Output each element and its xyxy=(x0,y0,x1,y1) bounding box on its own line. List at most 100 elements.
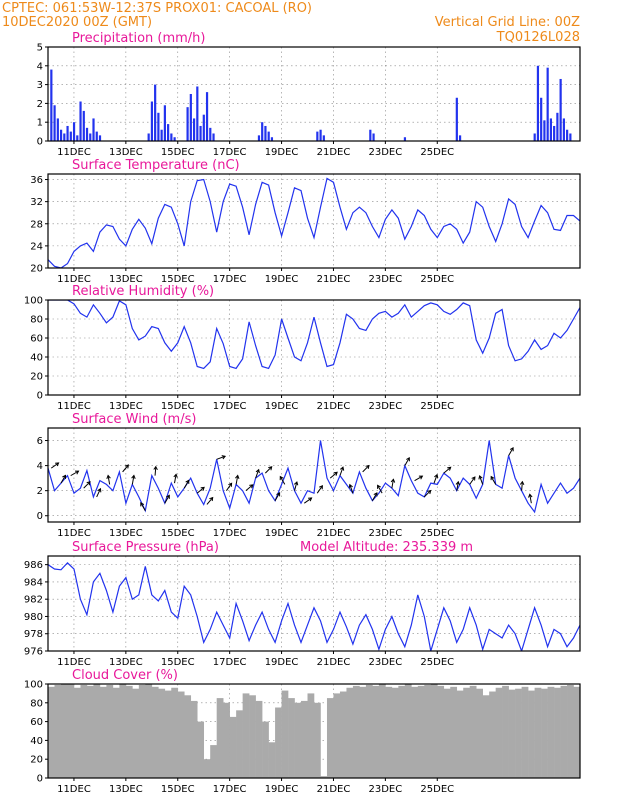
cloud-bar xyxy=(80,684,88,778)
wind-arrow-head xyxy=(519,480,525,486)
precip-bar xyxy=(566,129,569,141)
precip-bar xyxy=(322,135,325,141)
x-tick-label: 25DEC xyxy=(420,274,454,285)
cloud-bar xyxy=(411,686,419,778)
panel-frame xyxy=(47,427,581,523)
wind-arrow xyxy=(216,455,226,460)
panel-title-humidity: Relative Humidity (%) xyxy=(72,284,214,299)
x-tick-label: 19DEC xyxy=(265,528,299,539)
y-tick-label: 2 xyxy=(37,99,43,110)
wind-arrow xyxy=(521,481,523,491)
y-tick-label: 6 xyxy=(37,436,43,447)
panel-frame xyxy=(47,299,581,396)
wind-arrow xyxy=(529,494,532,504)
wind-arrow-head xyxy=(308,497,313,502)
x-tick-label: 15DEC xyxy=(161,274,195,285)
cloud-bar xyxy=(398,685,406,778)
cloud-bar xyxy=(314,702,321,778)
x-tick-label: 11DEC xyxy=(57,147,91,158)
cloud-bar xyxy=(184,695,192,778)
precip-bar xyxy=(192,118,196,141)
wind-arrow xyxy=(362,465,370,473)
x-tick-label: 19DEC xyxy=(265,147,299,158)
x-tick-label: 13DEC xyxy=(109,274,143,285)
precip-bar xyxy=(615,122,617,141)
x-tick-label: 13DEC xyxy=(109,657,143,668)
precip-bar xyxy=(605,103,607,141)
y-tick-label: 20 xyxy=(30,372,43,383)
cloud-bar xyxy=(223,702,230,778)
wind-arrow xyxy=(316,485,323,494)
wind-arrow xyxy=(83,481,91,489)
wind-arrow-head xyxy=(165,494,170,499)
precip-bar xyxy=(556,112,559,141)
wind-arrow-head xyxy=(249,484,254,489)
wind-arrow-head xyxy=(124,464,130,469)
panel-temperature: 20 24 28 32 36 11DEC 13DEC 15DEC 17DEC 19DEC 21DEC… xyxy=(30,158,581,285)
cloud-bar xyxy=(203,759,211,778)
cloud-bar xyxy=(73,687,81,778)
wind-arrow xyxy=(414,475,423,482)
cloud-bar xyxy=(125,685,133,778)
x-tick-label: 23DEC xyxy=(368,784,402,795)
wind-arrow-head xyxy=(86,481,91,486)
cloud-bar xyxy=(268,742,276,778)
wind-arrow-head xyxy=(528,493,533,498)
x-tick-label: 13DEC xyxy=(109,528,143,539)
wind-arrow xyxy=(174,474,177,484)
precip-bar xyxy=(261,122,264,141)
x-tick-label: 17DEC xyxy=(213,784,247,795)
y-tick-label: 32 xyxy=(30,197,43,208)
wind-arrow xyxy=(339,466,344,476)
x-tick-label: 17DEC xyxy=(213,657,247,668)
precip-bar xyxy=(264,125,267,141)
wind-arrow-head xyxy=(221,455,227,460)
panel-title-cloud: Cloud Cover (%) xyxy=(72,668,178,683)
cloud-bar xyxy=(372,685,380,778)
cloud-bar xyxy=(430,684,438,778)
wind-arrow xyxy=(70,470,79,477)
x-tick-label: 19DEC xyxy=(265,274,299,285)
precip-bar xyxy=(553,125,556,141)
y-tick-label: 978 xyxy=(24,629,43,640)
wind-arrow-head xyxy=(427,489,432,495)
y-tick-label: 40 xyxy=(30,353,43,364)
cloud-bar xyxy=(158,688,166,778)
precip-bar xyxy=(150,101,154,141)
x-tick-label: 23DEC xyxy=(368,528,402,539)
y-tick-label: 2 xyxy=(37,486,43,497)
precip-bar xyxy=(533,133,536,141)
wind-arrow xyxy=(469,476,476,485)
y-tick-label: 0 xyxy=(37,391,43,402)
y-tick-label: 982 xyxy=(24,595,43,606)
precip-bar xyxy=(167,124,170,141)
precip-bar xyxy=(608,71,610,141)
temperature-series-line xyxy=(48,177,580,268)
cloud-bar xyxy=(541,688,548,778)
wind-arrow xyxy=(206,497,214,505)
cloud-bar xyxy=(437,685,445,778)
cloud-bar xyxy=(132,688,140,778)
wind-arrow xyxy=(294,481,298,491)
precip-bar xyxy=(543,120,546,141)
wind-arrow-head xyxy=(406,456,410,462)
panel-title-precipitation: Precipitation (mm/h) xyxy=(72,31,205,46)
wind-arrow-head xyxy=(293,481,299,486)
cloud-bar xyxy=(119,684,127,778)
cloud-bar xyxy=(560,685,568,778)
y-tick-label: 100 xyxy=(24,296,43,307)
x-tick-label: 17DEC xyxy=(213,528,247,539)
x-tick-label: 11DEC xyxy=(57,274,91,285)
wind-arrow xyxy=(131,475,135,485)
precip-bar xyxy=(540,97,543,141)
plot-area xyxy=(48,440,580,514)
precip-bar xyxy=(267,131,270,141)
precip-bar xyxy=(199,125,202,141)
wind-arrow xyxy=(50,462,59,469)
precip-bar xyxy=(82,110,85,141)
cloud-bar xyxy=(515,688,522,778)
cloud-bar xyxy=(216,698,224,778)
wind-arrow xyxy=(226,483,232,491)
y-tick-label: 984 xyxy=(24,577,43,588)
x-tick-label: 21DEC xyxy=(317,784,351,795)
